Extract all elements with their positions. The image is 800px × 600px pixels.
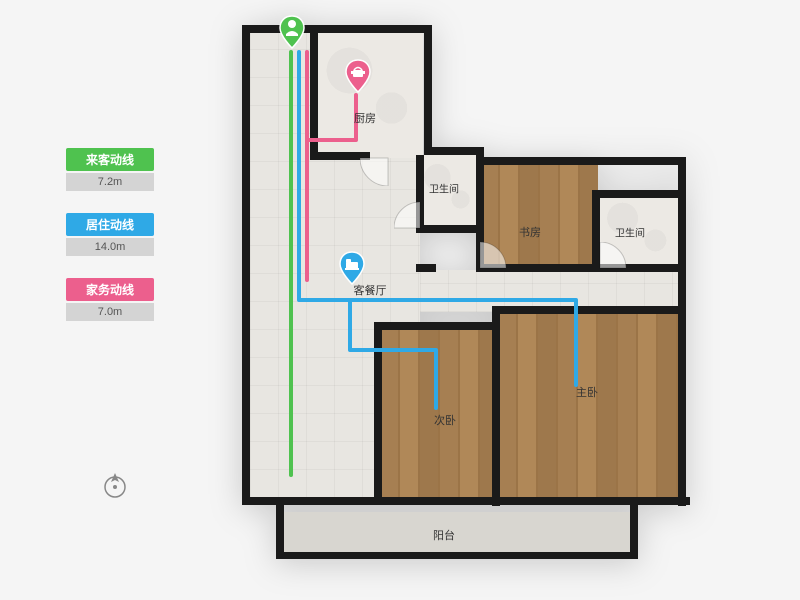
wall-0 bbox=[242, 25, 432, 33]
label-balcony: 阳台 bbox=[433, 527, 455, 543]
door-arc-3 bbox=[454, 242, 506, 294]
label-second: 次卧 bbox=[434, 412, 456, 428]
door-arc-1 bbox=[394, 202, 446, 254]
marker-bed-icon bbox=[338, 250, 366, 286]
wall-7 bbox=[678, 306, 686, 506]
wall-23 bbox=[276, 505, 284, 559]
wall-2 bbox=[424, 147, 484, 155]
room-master bbox=[498, 312, 680, 498]
wall-21 bbox=[492, 306, 500, 506]
wall-8 bbox=[242, 25, 250, 505]
wall-19 bbox=[374, 322, 500, 330]
wall-22 bbox=[492, 306, 686, 314]
door-arc-2 bbox=[574, 242, 626, 294]
wall-10 bbox=[310, 25, 318, 160]
wall-1 bbox=[424, 25, 432, 155]
wall-20 bbox=[374, 322, 382, 500]
floorplan: 客餐厅厨房卫生间卫生间书房主卧次卧阳台 bbox=[0, 0, 800, 600]
wall-18 bbox=[416, 264, 436, 272]
wall-24 bbox=[630, 505, 638, 559]
floorplan-canvas: 来客动线 7.2m 居住动线 14.0m 家务动线 7.0m bbox=[0, 0, 800, 600]
marker-person-icon bbox=[278, 14, 306, 50]
label-kitchen: 厨房 bbox=[354, 110, 376, 126]
marker-pot-icon bbox=[344, 58, 372, 94]
wall-4 bbox=[476, 157, 686, 165]
door-arc-0 bbox=[360, 130, 416, 186]
wall-25 bbox=[276, 552, 638, 559]
label-wc1: 卫生间 bbox=[429, 181, 459, 196]
room-balcony bbox=[284, 512, 630, 556]
label-wc2: 卫生间 bbox=[615, 225, 645, 240]
label-study: 书房 bbox=[519, 224, 541, 240]
wall-9 bbox=[242, 497, 690, 505]
wall-15 bbox=[592, 190, 686, 198]
label-master: 主卧 bbox=[576, 384, 598, 400]
